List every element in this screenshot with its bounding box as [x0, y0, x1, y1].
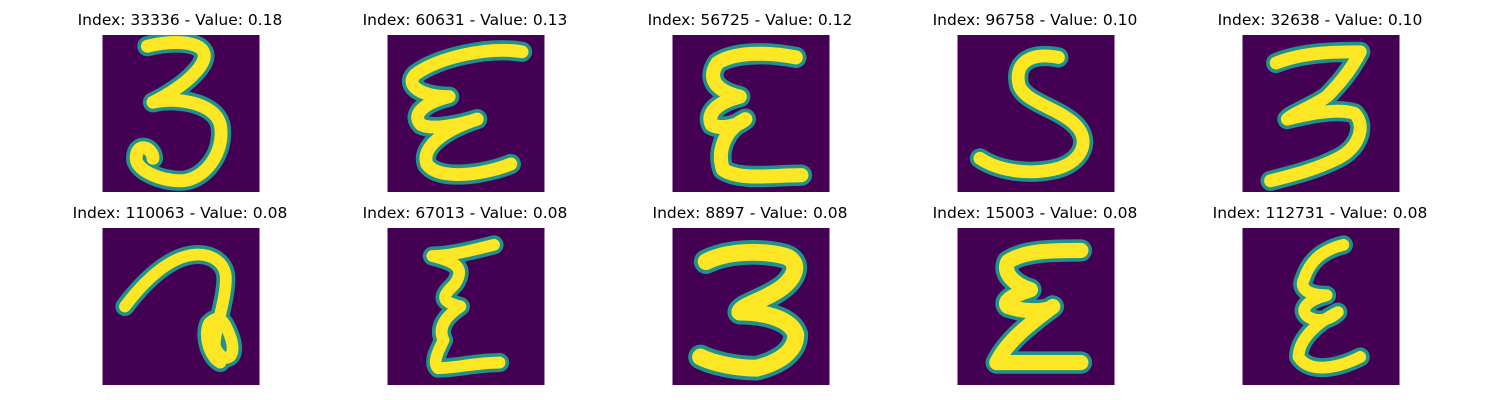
- panel-4: Index: 96758 - Value: 0.10: [885, 0, 1185, 192]
- panel-6: Index: 110063 - Value: 0.08: [30, 193, 330, 385]
- panel-1: Index: 33336 - Value: 0.18: [30, 0, 330, 192]
- panel-title: Index: 67013 - Value: 0.08: [362, 204, 568, 222]
- digit-a-image: [102, 228, 260, 385]
- digit-3-image: [102, 35, 260, 192]
- panel-title: Index: 32638 - Value: 0.10: [1217, 11, 1423, 29]
- panel-title: Index: 96758 - Value: 0.10: [932, 11, 1138, 29]
- digit-e-image: [387, 35, 545, 192]
- digit-e-image: [957, 228, 1115, 385]
- panel-title: Index: 56725 - Value: 0.12: [647, 11, 853, 29]
- panel-10: Index: 112731 - Value: 0.08: [1170, 193, 1470, 385]
- panel-title: Index: 112731 - Value: 0.08: [1212, 204, 1428, 222]
- panel-8: Index: 8897 - Value: 0.08: [600, 193, 900, 385]
- panel-title: Index: 60631 - Value: 0.13: [362, 11, 568, 29]
- digit-e-image: [387, 228, 545, 385]
- panel-title: Index: 33336 - Value: 0.18: [77, 11, 283, 29]
- panel-9: Index: 15003 - Value: 0.08: [885, 193, 1185, 385]
- digit-3-image: [672, 228, 830, 385]
- panel-2: Index: 60631 - Value: 0.13: [315, 0, 615, 192]
- panel-7: Index: 67013 - Value: 0.08: [315, 193, 615, 385]
- digit-e-image: [1242, 228, 1400, 385]
- panel-title: Index: 15003 - Value: 0.08: [932, 204, 1138, 222]
- panel-5: Index: 32638 - Value: 0.10: [1170, 0, 1470, 192]
- digit-e-image: [672, 35, 830, 192]
- panel-3: Index: 56725 - Value: 0.12: [600, 0, 900, 192]
- digit-5-image: [957, 35, 1115, 192]
- panel-title: Index: 110063 - Value: 0.08: [72, 204, 288, 222]
- panel-title: Index: 8897 - Value: 0.08: [652, 204, 848, 222]
- digit-3-image: [1242, 35, 1400, 192]
